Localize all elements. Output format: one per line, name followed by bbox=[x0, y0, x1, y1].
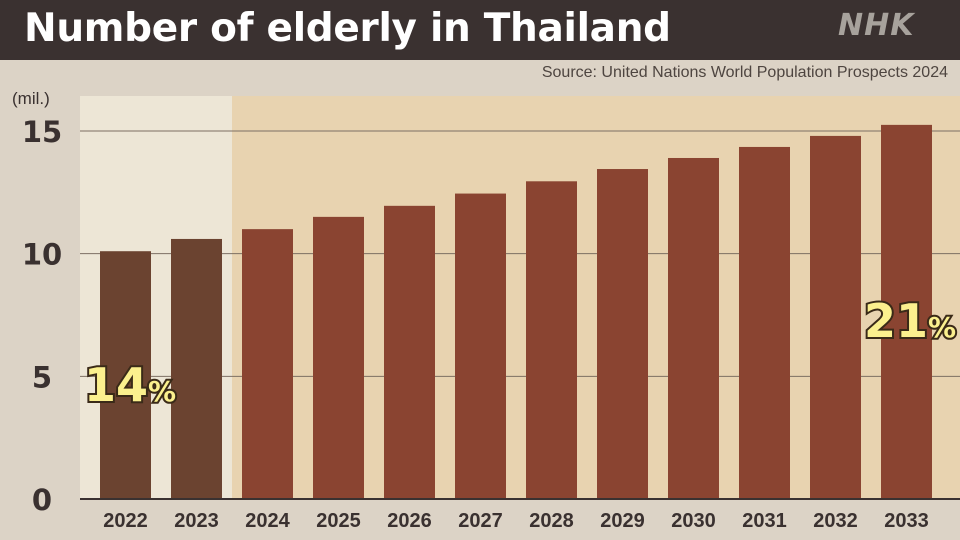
x-tick-label-2032: 2032 bbox=[813, 510, 858, 532]
x-tick-label-2026: 2026 bbox=[387, 510, 432, 532]
bar-2030 bbox=[668, 157, 719, 499]
bar-2027 bbox=[455, 193, 506, 499]
header-bar: Number of elderly in Thailand NHK bbox=[0, 0, 960, 60]
x-tick-label-2028: 2028 bbox=[529, 510, 574, 532]
bar-2031 bbox=[739, 146, 790, 500]
chart-title: Number of elderly in Thailand bbox=[24, 6, 671, 51]
bar-2028 bbox=[526, 181, 577, 499]
bar-2029 bbox=[597, 169, 648, 499]
source-note: Source: United Nations World Population … bbox=[541, 64, 948, 81]
x-tick-label-2031: 2031 bbox=[742, 510, 787, 532]
bar-2023 bbox=[171, 238, 222, 500]
x-tick-label-2030: 2030 bbox=[671, 510, 716, 532]
y-axis-unit-label: (mil.) bbox=[12, 89, 50, 108]
y-tick-label-10: 10 bbox=[22, 238, 62, 272]
x-tick-label-2029: 2029 bbox=[600, 510, 645, 532]
nhk-logo: NHK bbox=[838, 8, 915, 43]
bar-2022 bbox=[100, 251, 151, 499]
bar-2024 bbox=[242, 229, 293, 499]
y-tick-label-0: 0 bbox=[32, 483, 52, 517]
x-tick-label-2027: 2027 bbox=[458, 510, 503, 532]
share-annotation-2033: 21% bbox=[864, 294, 956, 348]
x-tick-label-2025: 2025 bbox=[316, 510, 361, 532]
y-tick-label-5: 5 bbox=[32, 360, 52, 394]
x-tick-label-2023: 2023 bbox=[174, 510, 219, 532]
bar-2033 bbox=[881, 124, 932, 499]
x-tick-label-2033: 2033 bbox=[884, 510, 929, 532]
bar-2025 bbox=[313, 216, 364, 499]
bar-2026 bbox=[384, 205, 435, 499]
bar-2032 bbox=[810, 135, 861, 499]
y-tick-label-15: 15 bbox=[22, 115, 62, 149]
x-tick-label-2024: 2024 bbox=[245, 510, 290, 532]
x-tick-label-2022: 2022 bbox=[103, 510, 148, 532]
share-annotation-2022: 14% bbox=[84, 358, 176, 412]
